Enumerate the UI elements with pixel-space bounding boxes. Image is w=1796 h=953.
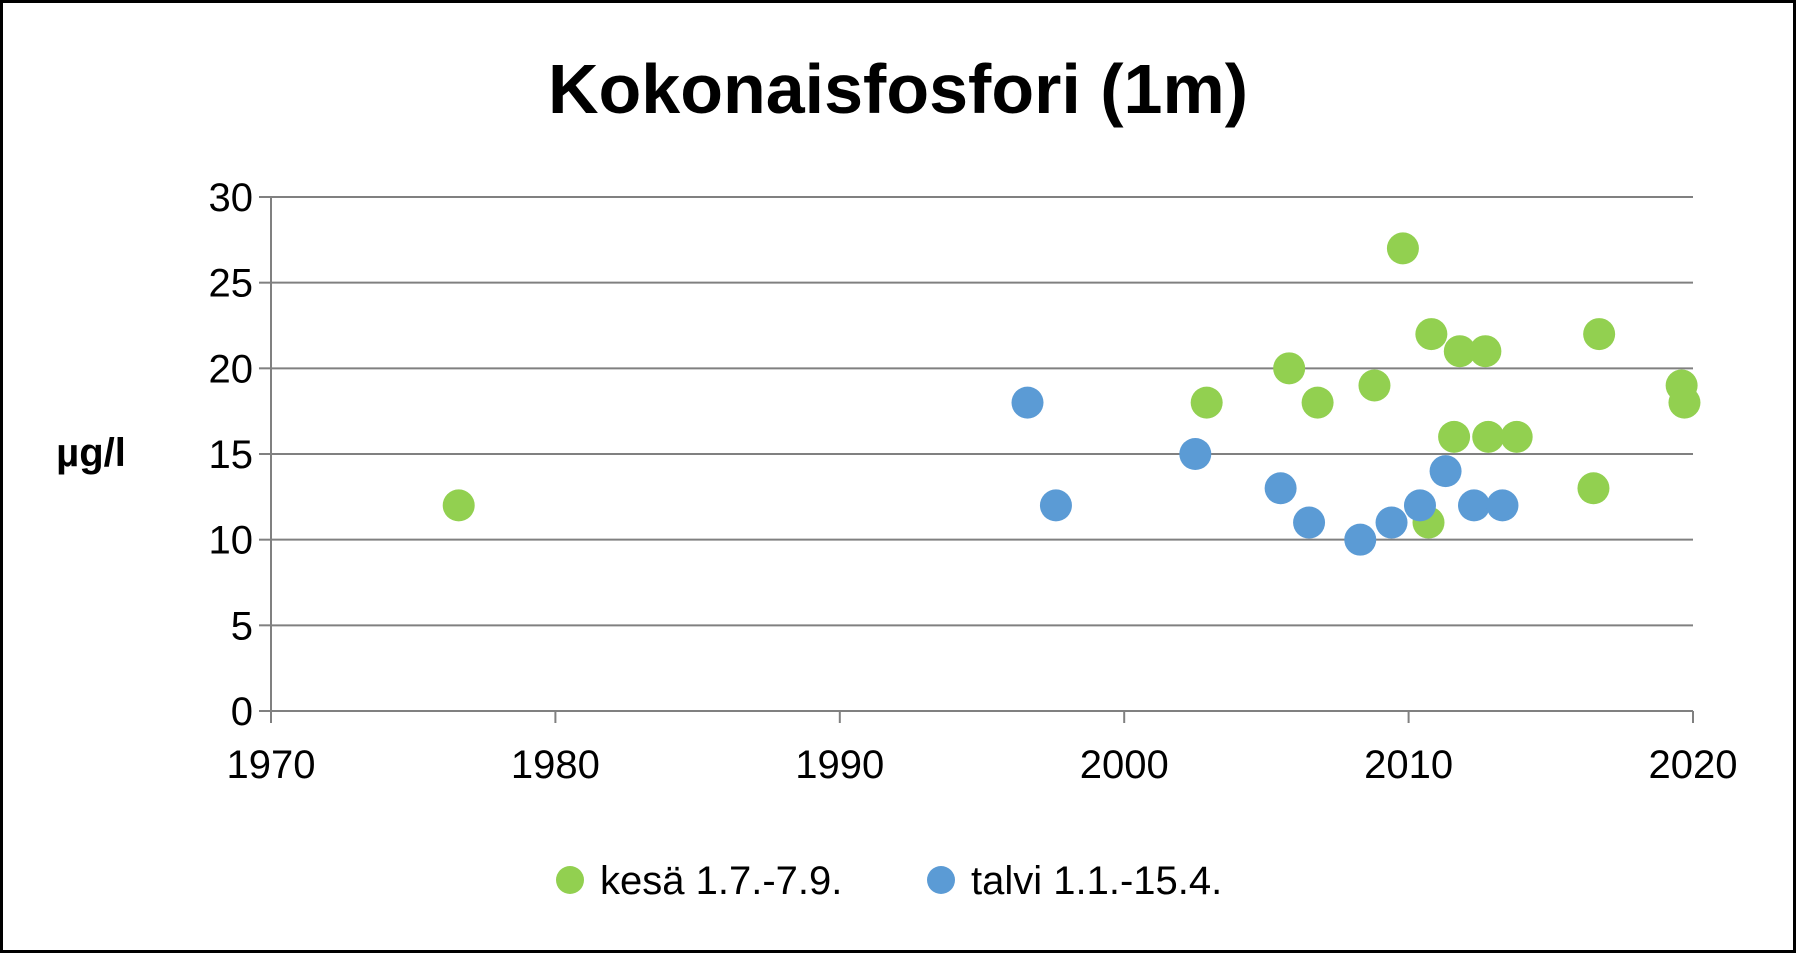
y-tick-label-15: 15: [209, 433, 254, 477]
point-series1-3: [1264, 472, 1297, 505]
point-series1-8: [1429, 455, 1462, 488]
x-tick-label-2000: 2000: [1080, 743, 1169, 787]
point-series0-8: [1438, 420, 1471, 453]
x-tick-label-2010: 2010: [1364, 743, 1453, 787]
point-series0-16: [1668, 386, 1701, 419]
point-series0-12: [1500, 420, 1533, 453]
point-series1-9: [1458, 489, 1491, 522]
y-tick-label-0: 0: [231, 690, 253, 734]
data-points: [442, 232, 1701, 556]
point-series0-9: [1443, 335, 1476, 368]
x-tick-label-1980: 1980: [511, 743, 600, 787]
point-series0-1: [1190, 386, 1223, 419]
y-tick-label-10: 10: [209, 519, 254, 563]
scatter-chart: Kokonaisfosfori (1m) µg/l 0 5 10 15 20 25 30 19…: [56, 50, 1738, 903]
grid-lines: [271, 196, 1693, 627]
point-series1-6: [1375, 506, 1408, 539]
point-series0-14: [1583, 318, 1616, 351]
y-tick-label-30: 30: [209, 176, 254, 220]
chart-title: Kokonaisfosfori (1m): [548, 50, 1248, 128]
y-tick-label-5: 5: [231, 604, 253, 648]
axes: [259, 196, 1694, 723]
point-series1-0: [1011, 386, 1044, 419]
x-tick-label-1990: 1990: [795, 743, 884, 787]
point-series1-4: [1293, 506, 1326, 539]
point-series0-13: [1577, 472, 1610, 505]
point-series0-11: [1472, 420, 1505, 453]
point-series0-0: [442, 489, 475, 522]
y-tick-label-25: 25: [209, 262, 254, 306]
legend-marker-0: [556, 866, 584, 894]
point-series0-2: [1273, 352, 1306, 385]
legend-label-1: talvi 1.1.-15.4.: [971, 859, 1222, 903]
point-series0-7: [1415, 318, 1448, 351]
point-series1-10: [1486, 489, 1519, 522]
point-series0-10: [1469, 335, 1502, 368]
legend-marker-1: [927, 866, 955, 894]
point-series1-5: [1344, 523, 1377, 556]
tick-labels: 0 5 10 15 20 25 30 1970 1980 1990 2000 2010 2020: [209, 176, 1738, 787]
point-series0-3: [1301, 386, 1334, 419]
x-tick-label-2020: 2020: [1649, 743, 1738, 787]
y-tick-label-20: 20: [209, 347, 254, 391]
point-series0-4: [1358, 369, 1391, 402]
point-series0-5: [1386, 232, 1419, 265]
x-tick-label-1970: 1970: [227, 743, 316, 787]
point-series1-7: [1403, 489, 1436, 522]
legend-label-0: kesä 1.7.-7.9.: [600, 859, 842, 903]
point-series1-1: [1039, 489, 1072, 522]
legend: kesä 1.7.-7.9. talvi 1.1.-15.4.: [556, 859, 1222, 903]
y-axis-label: µg/l: [56, 431, 126, 475]
point-series1-2: [1179, 438, 1212, 470]
